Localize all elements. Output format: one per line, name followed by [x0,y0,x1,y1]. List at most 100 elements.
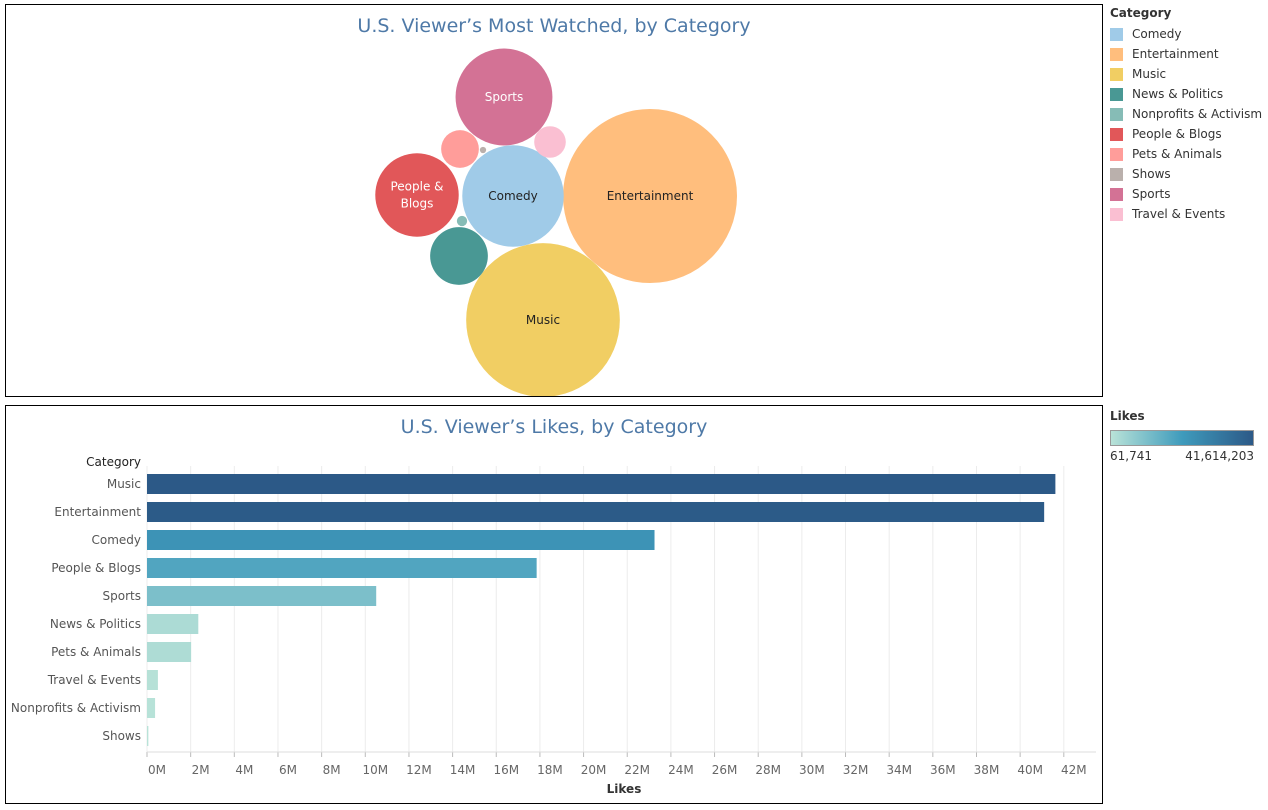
legend-item-music[interactable]: Music [1110,64,1262,84]
legend-swatch [1110,207,1123,221]
legend-item-pets-and-animals[interactable]: Pets & Animals [1110,144,1262,164]
x-tick-label: 40M [1017,763,1043,777]
legend-items: Comedy Entertainment Music News & Politics N… [1110,24,1262,224]
legend-item-nonprofits-and-activism[interactable]: Nonprofits & Activism [1110,104,1262,124]
legend-label: Comedy [1132,27,1182,41]
legend-item-comedy[interactable]: Comedy [1110,24,1262,44]
bar-pets-and-animals[interactable] [147,642,192,662]
y-tick-label: Nonprofits & Activism [11,701,141,715]
likes-color-ramp [1110,430,1254,446]
legend-item-news-and-politics[interactable]: News & Politics [1110,84,1262,104]
y-tick-label: News & Politics [50,617,141,631]
bubble-news-and-politics[interactable] [430,227,488,285]
bubble-label-sports: Sports [485,90,523,104]
x-tick-label: 18M [537,763,563,777]
legend-item-entertainment[interactable]: Entertainment [1110,44,1262,64]
bubble-music[interactable] [466,243,620,396]
x-tick-label: 38M [974,763,1000,777]
legend-swatch [1110,87,1123,101]
legend-item-sports[interactable]: Sports [1110,184,1262,204]
legend-swatch [1110,107,1123,121]
x-tick-label: 4M [235,763,253,777]
legend-label: Shows [1132,167,1171,181]
bar-music[interactable] [147,474,1056,494]
bar-sports[interactable] [147,586,377,606]
y-tick-label: Pets & Animals [51,645,141,659]
bar-news-and-politics[interactable] [147,614,199,634]
bubble-label-comedy: Comedy [488,189,538,203]
legend-swatch [1110,127,1123,141]
legend-swatch [1110,47,1123,61]
bar-entertainment[interactable] [147,502,1045,522]
x-tick-label: 8M [323,763,341,777]
bubble-travel-and-events[interactable] [534,126,566,158]
likes-max-label: 41,614,203 [1185,449,1254,463]
x-tick-label: 28M [755,763,781,777]
bar-nonprofits-and-activism[interactable] [147,698,156,718]
legend-label: Music [1132,67,1167,81]
x-tick-label: 20M [581,763,607,777]
x-tick-label: 14M [450,763,476,777]
legend-label: Entertainment [1132,47,1219,61]
bubble-chart-title: U.S. Viewer’s Most Watched, by Category [357,15,751,37]
bar-chart-panel: U.S. Viewer’s Likes, by Category 0M 2M 4M 6… [5,405,1103,804]
bar-people-and-blogs[interactable] [147,558,537,578]
legend-label: People & Blogs [1132,127,1222,141]
bubble-pets-and-animals[interactable] [441,130,479,168]
bubble-sports[interactable] [455,48,553,146]
bubble-comedy[interactable] [462,145,564,247]
x-axis-title: Likes [607,782,642,796]
legend-swatch [1110,67,1123,81]
bar-travel-and-events[interactable] [147,670,158,690]
bar-chart: 0M 2M 4M 6M 8M 10M 12M 14M 16M 18M 20M 22M 24M 26M 28M… [11,455,1096,796]
legend-item-people-and-blogs[interactable]: People & Blogs [1110,124,1262,144]
bubble-entertainment[interactable] [563,109,737,283]
bubble-label-entertainment: Entertainment [607,189,694,203]
legend-label: Pets & Animals [1132,147,1222,161]
y-tick-label: Comedy [91,533,141,547]
legend-label: Travel & Events [1132,207,1226,221]
x-tick-label: 10M [362,763,388,777]
x-tick-label: 34M [886,763,912,777]
x-tick-label: 6M [279,763,297,777]
x-tick-label: 16M [493,763,519,777]
bubble-label-music: Music [526,313,560,327]
category-legend: Category Comedy Entertainment Music News & … [1110,6,1262,224]
category-axis-header: Category [86,455,141,469]
legend-swatch [1110,27,1123,41]
y-tick-label: Music [107,477,141,491]
legend-swatch [1110,167,1123,181]
y-tick-label: Sports [103,589,141,603]
x-tick-label: 12M [406,763,432,777]
x-tick-label: 32M [843,763,869,777]
x-tick-label: 24M [668,763,694,777]
legend-swatch [1110,187,1123,201]
x-tick-label: 36M [930,763,956,777]
legend-swatch [1110,147,1123,161]
legend-item-travel-and-events[interactable]: Travel & Events [1110,204,1262,224]
bubble-chart-panel: U.S. Viewer’s Most Watched, by Category … [5,4,1103,397]
bubble-nonprofits-and-activism[interactable] [456,215,468,227]
bar-comedy[interactable] [147,530,655,550]
y-tick-label: People & Blogs [51,561,141,575]
legend-label: Nonprofits & Activism [1132,107,1263,121]
x-tick-label: 30M [799,763,825,777]
x-tick-label: 26M [712,763,738,777]
legend-label: Sports [1132,187,1171,201]
bar-shows[interactable] [147,726,149,746]
likes-legend: Likes 61,741 41,614,203 [1110,409,1258,463]
bubble-shows[interactable] [479,146,487,154]
y-tick-label: Shows [102,729,141,743]
x-tick-label: 2M [192,763,210,777]
x-tick-label: 42M [1061,763,1087,777]
bubble-chart: Entertainment Music Comedy Sports People & Bl… [375,48,737,396]
y-tick-label: Entertainment [54,505,141,519]
category-legend-title: Category [1110,6,1172,20]
bar-chart-title: U.S. Viewer’s Likes, by Category [400,416,708,438]
x-tick-label: 0M [148,763,166,777]
bubble-people-and-blogs[interactable] [375,153,459,237]
bubble-label-people-and-blogs: People & Blogs [390,180,443,211]
legend-label: News & Politics [1132,87,1224,101]
likes-min-label: 61,741 [1110,449,1152,463]
legend-item-shows[interactable]: Shows [1110,164,1262,184]
